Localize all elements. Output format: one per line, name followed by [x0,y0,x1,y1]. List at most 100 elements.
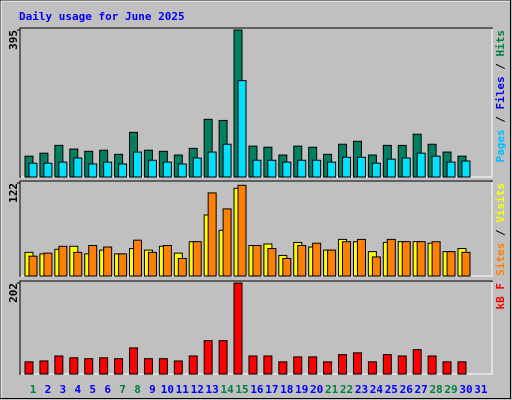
x-tick-label: 25 [385,383,398,396]
legend-entry: Visits [494,183,507,223]
x-tick-label: 8 [134,383,141,396]
bar [457,361,467,375]
bar [118,163,128,178]
x-tick-label: 29 [444,383,457,396]
x-tick-label: 3 [60,383,67,396]
x-tick-label: 26 [400,383,414,396]
legend-entry: Pages [494,129,507,162]
bar [386,238,396,277]
bar [416,152,426,178]
bar [222,143,232,178]
legend: Pages / Files / Hits [494,30,507,163]
bar [431,241,441,277]
bar [43,252,53,277]
legend-separator: / [494,57,507,77]
bar [84,358,94,375]
bar [58,245,68,277]
bar [367,361,377,375]
bar [267,248,277,277]
bar [293,356,303,375]
y-tick-label: 395 [7,30,20,50]
bar [192,241,202,277]
bar [267,159,277,178]
bar [88,245,98,277]
bar [386,158,396,178]
bar [158,358,168,375]
bar [252,159,262,178]
legend: kB F [494,283,507,310]
legend-entry: Hits [494,30,507,57]
bar [356,238,366,277]
x-tick-label: 6 [104,383,111,396]
x-tick-label: 7 [119,383,126,396]
bar [282,257,292,277]
bar [371,162,381,178]
bar [342,156,352,178]
bar [222,208,232,277]
bar [401,157,411,178]
bar [58,161,68,178]
x-tick-label: 20 [310,383,323,396]
bar [338,354,348,375]
x-tick-label: 22 [340,383,353,396]
x-tick-label: 28 [429,383,442,396]
bar [73,251,83,277]
bar [248,355,258,375]
x-tick-label: 16 [250,383,264,396]
x-tick-label: 13 [206,383,219,396]
bar [133,239,143,277]
bar [103,161,113,178]
x-tick-label: 27 [415,383,428,396]
bar [233,282,243,375]
bar [323,361,333,375]
bar [207,151,217,178]
bar [24,361,34,375]
bar [446,251,456,277]
bar [427,355,437,375]
legend-entry: Sites [494,243,507,276]
bar [118,253,128,277]
bar [327,249,337,277]
bar [297,159,307,178]
bar [371,256,381,277]
x-tick-label: 2 [45,383,52,396]
bar [207,192,217,277]
bar [461,251,471,277]
bar [263,355,273,375]
x-tick-label: 30 [459,383,472,396]
bar [356,156,366,178]
bar [431,155,441,178]
bar [129,347,139,375]
y-tick-label: 122 [7,183,20,203]
bar [401,241,411,277]
x-tick-label: 1 [30,383,37,396]
x-tick-label: 18 [280,383,293,396]
x-tick-label: 15 [235,383,248,396]
x-tick-label: 9 [149,383,156,396]
legend: Sites / Visits [494,183,507,276]
bar [412,349,422,375]
x-tick-label: 21 [325,383,339,396]
x-tick-label: 10 [161,383,174,396]
bar [442,361,452,375]
x-tick-label: 31 [474,383,488,396]
legend-separator: / [494,223,507,243]
x-tick-label: 12 [191,383,204,396]
legend-entry: kB F [494,283,507,310]
bar [312,242,322,277]
bar [28,162,38,178]
bar [188,355,198,375]
bar [352,352,362,375]
x-tick-label: 4 [74,383,81,396]
bar [237,184,247,277]
bar [147,251,157,277]
x-tick-label: 23 [355,383,368,396]
bar [327,161,337,178]
bar [143,358,153,375]
x-tick-label: 24 [370,383,384,396]
bar [88,163,98,178]
bar [103,246,113,277]
y-tick-label: 202 [7,283,20,303]
